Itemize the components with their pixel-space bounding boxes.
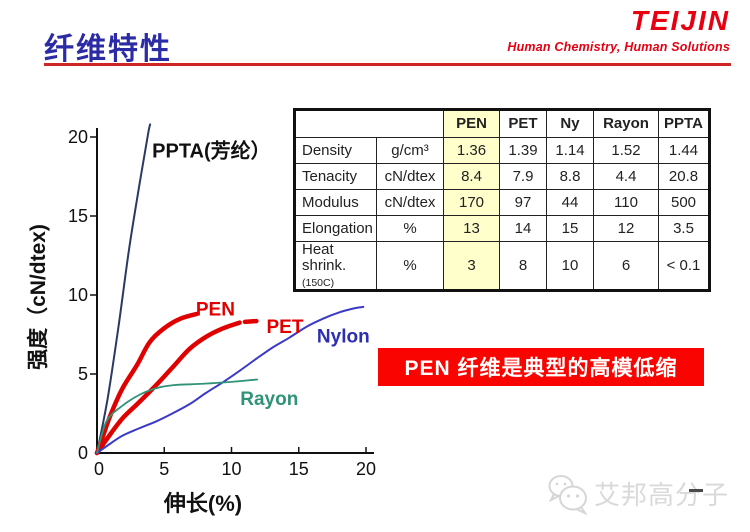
curve-label-pen: PEN	[196, 300, 235, 321]
col-header-ny: Ny	[546, 109, 594, 138]
curve-nylon	[96, 305, 365, 454]
watermark-text: 艾邦高分子	[594, 479, 730, 510]
table-header-row: PEN PET Ny Rayon PPTA	[294, 109, 710, 138]
curve-label-nylon: Nylon	[317, 326, 370, 347]
value-cell-ny: 44	[546, 189, 594, 216]
y-tick-label: 0	[78, 443, 88, 463]
property-name-cell: Heat shrink.(150C)	[294, 240, 377, 292]
property-name-cell: Modulus	[294, 189, 377, 216]
curve-label-leader	[242, 318, 259, 325]
value-cell-pen: 3	[443, 240, 500, 292]
x-tick-label: 15	[289, 459, 309, 479]
value-cell-rayon: 6	[593, 240, 659, 292]
unit-cell: g/cm³	[376, 137, 444, 164]
table-row: Tenacity cN/dtex 8.4 7.9 8.8 4.4 20.8	[294, 163, 710, 190]
value-cell-ppta: < 0.1	[658, 240, 710, 292]
table-row: Modulus cN/dtex 170 97 44 110 500	[294, 189, 710, 216]
value-cell-pet: 14	[499, 215, 547, 242]
y-tick-label: 15	[68, 206, 88, 226]
curve-label-rayon: Rayon	[240, 389, 298, 410]
table-row: Elongation% 13 14 15 12 3.5	[294, 215, 710, 242]
x-tick-label: 20	[356, 459, 376, 479]
value-cell-ny: 10	[546, 240, 594, 292]
watermark: 艾邦高分子	[546, 470, 729, 516]
x-tick-label: 10	[221, 459, 241, 479]
value-cell-ppta: 3.5	[658, 215, 710, 242]
key-message-text: PEN 纤维是典型的高模低缩	[404, 357, 678, 380]
value-cell-rayon: 110	[593, 189, 659, 216]
value-cell-ny: 15	[546, 215, 594, 242]
curve-label-pet: PET	[266, 317, 303, 338]
col-header-ppta: PPTA	[658, 109, 710, 138]
curve-label-ppta: PPTA(芳纶）	[152, 139, 271, 163]
col-header-pen: PEN	[443, 109, 500, 138]
unit-cell: %	[376, 215, 444, 242]
property-name-cell: Density	[294, 137, 377, 164]
y-tick-label: 10	[68, 285, 88, 305]
y-tick-label: 20	[68, 127, 88, 147]
unit-cell: %	[376, 240, 444, 292]
teijin-logo-tagline: Human Chemistry, Human Solutions	[507, 39, 730, 54]
value-cell-pet: 97	[499, 189, 547, 216]
table-row: Density g/cm³ 1.36 1.39 1.14 1.52 1.44	[294, 137, 710, 164]
value-cell-ppta: 1.44	[658, 137, 710, 164]
x-axis-title: 伸长(%)	[163, 491, 242, 516]
value-cell-rayon: 4.4	[593, 163, 659, 190]
curve-rayon	[96, 378, 258, 454]
unit-cell: cN/dtex	[376, 189, 444, 216]
x-tick-label: 5	[159, 459, 169, 479]
page-title: 纤维特性	[44, 33, 172, 66]
y-tick-label: 5	[78, 364, 88, 384]
y-axis-title: 强度（cN/dtex)	[26, 224, 50, 370]
watermark-dark-stroke	[689, 488, 703, 492]
value-cell-pen: 8.4	[443, 163, 500, 190]
curve-ppta	[96, 123, 152, 454]
key-message-banner: PEN 纤维是典型的高模低缩	[378, 348, 704, 386]
value-cell-ppta: 500	[658, 189, 710, 216]
wechat-icon	[548, 475, 588, 516]
teijin-logo: TEIJIN Human Chemistry, Human Solutions	[507, 5, 730, 54]
property-name-cell: Elongation	[294, 215, 377, 242]
table-corner-cell	[294, 109, 444, 138]
value-cell-ny: 8.8	[546, 163, 594, 190]
value-cell-pen: 170	[443, 189, 500, 216]
value-cell-rayon: 12	[593, 215, 659, 242]
value-cell-pen: 13	[443, 215, 500, 242]
unit-cell: cN/dtex	[376, 163, 444, 190]
value-cell-pen: 1.36	[443, 137, 500, 164]
value-cell-pet: 1.39	[499, 137, 547, 164]
col-header-rayon: Rayon	[593, 109, 659, 138]
value-cell-ppta: 20.8	[658, 163, 710, 190]
col-header-pet: PET	[499, 109, 547, 138]
x-tick-label: 0	[94, 459, 104, 479]
curve-pen	[94, 311, 199, 456]
table-row: Heat shrink.(150C)% 3 8 10 6 < 0.1	[294, 240, 710, 292]
property-name-cell: Tenacity	[294, 163, 377, 190]
value-cell-ny: 1.14	[546, 137, 594, 164]
value-cell-pet: 7.9	[499, 163, 547, 190]
value-cell-pet: 8	[499, 240, 547, 292]
curve-pet	[94, 320, 242, 456]
value-cell-rayon: 1.52	[593, 137, 659, 164]
title-underline-divider	[44, 63, 731, 66]
teijin-logo-wordmark: TEIJIN	[630, 5, 730, 36]
fiber-properties-table: PEN PET Ny Rayon PPTA Density g/cm³ 1.36 1.…	[293, 108, 711, 293]
